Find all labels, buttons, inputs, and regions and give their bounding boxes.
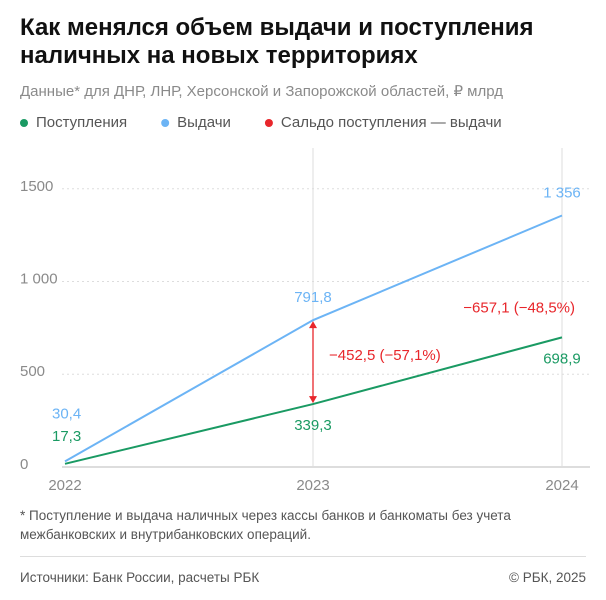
y-tick-label: 500 <box>20 363 45 380</box>
chart-title: Как менялся объем выдачи и поступления н… <box>20 14 534 69</box>
legend-label: Выдачи <box>177 114 231 131</box>
y-tick-label: 1 000 <box>20 271 58 288</box>
legend-label: Поступления <box>36 114 127 131</box>
value-label: 698,9 <box>543 350 581 367</box>
legend-marker <box>264 119 273 127</box>
chart: Поступления Выдачи Сальдо поступления — вы… <box>20 114 590 494</box>
footnote: * Поступление и выдача наличных через ка… <box>20 508 511 542</box>
series-line <box>64 214 563 463</box>
copyright: © РБК, 2025 <box>509 570 586 585</box>
legend-marker <box>20 119 28 127</box>
value-label: 339,3 <box>294 417 332 434</box>
value-label: 791,8 <box>294 289 332 306</box>
chart-subtitle: Данные* для ДНР, ЛНР, Херсонской и Запор… <box>20 83 503 100</box>
series-line <box>64 336 563 465</box>
arrow-head <box>309 396 317 404</box>
difference-label: −657,1 (−48,5%) <box>463 299 575 316</box>
x-tick-label: 2022 <box>48 477 81 494</box>
arrow-head <box>309 321 317 329</box>
x-tick-label: 2023 <box>296 477 329 494</box>
separator <box>20 556 586 557</box>
y-tick-label: 1500 <box>20 178 53 195</box>
value-label: 30,4 <box>52 405 81 422</box>
y-tick-label: 0 <box>20 456 28 473</box>
difference-label: −452,5 (−57,1%) <box>329 347 441 364</box>
legend-label: Сальдо поступления — выдачи <box>281 114 502 131</box>
value-label: 1 356 <box>543 184 581 201</box>
legend-marker <box>161 119 170 127</box>
x-tick-label: 2024 <box>545 477 578 494</box>
value-label: 17,3 <box>52 428 81 445</box>
source: Источники: Банк России, расчеты РБК <box>20 570 260 585</box>
